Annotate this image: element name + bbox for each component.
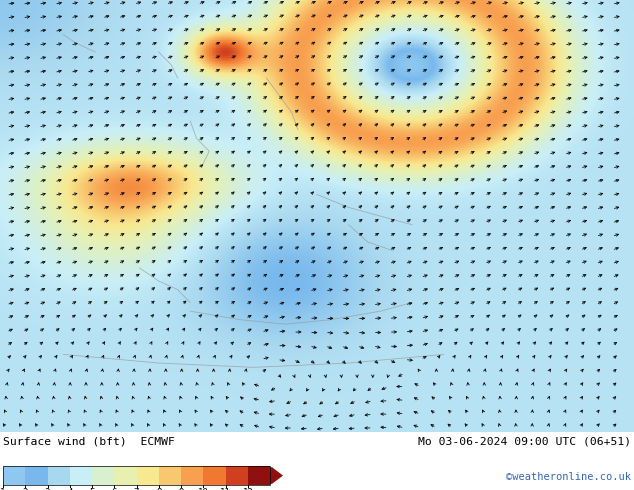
Text: 6: 6 bbox=[112, 488, 117, 490]
Bar bbox=[226, 466, 248, 485]
Bar bbox=[25, 466, 48, 485]
Text: Surface wind (bft)  ECMWF: Surface wind (bft) ECMWF bbox=[3, 436, 175, 446]
Text: Mo 03-06-2024 09:00 UTC (06+51): Mo 03-06-2024 09:00 UTC (06+51) bbox=[418, 436, 631, 446]
Bar bbox=[181, 466, 204, 485]
Bar bbox=[114, 466, 136, 485]
Bar bbox=[248, 466, 270, 485]
Text: 4: 4 bbox=[67, 488, 72, 490]
Text: 1: 1 bbox=[0, 488, 6, 490]
Text: 3: 3 bbox=[45, 488, 50, 490]
Text: 10: 10 bbox=[198, 488, 209, 490]
Bar bbox=[204, 466, 226, 485]
Bar bbox=[92, 466, 114, 485]
Text: 9: 9 bbox=[178, 488, 184, 490]
Text: 8: 8 bbox=[156, 488, 162, 490]
Bar bbox=[3, 466, 25, 485]
Bar bbox=[48, 466, 70, 485]
Bar bbox=[158, 466, 181, 485]
Text: 2: 2 bbox=[23, 488, 28, 490]
Text: 5: 5 bbox=[89, 488, 94, 490]
Text: ©weatheronline.co.uk: ©weatheronline.co.uk bbox=[506, 472, 631, 482]
Text: 7: 7 bbox=[134, 488, 139, 490]
FancyArrow shape bbox=[270, 467, 283, 484]
Text: 12: 12 bbox=[242, 488, 253, 490]
Text: 11: 11 bbox=[220, 488, 231, 490]
Bar bbox=[3, 466, 270, 485]
Bar bbox=[136, 466, 158, 485]
Bar bbox=[70, 466, 92, 485]
